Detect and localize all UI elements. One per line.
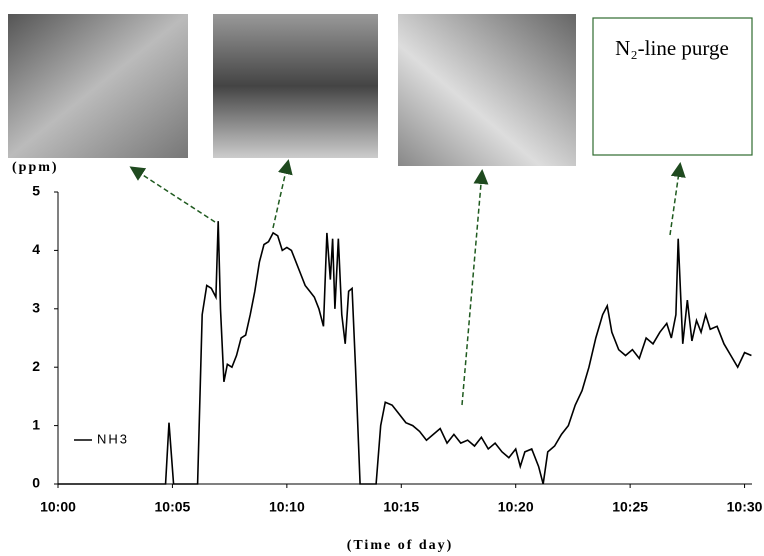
y-tick-label: 0	[32, 475, 40, 491]
line	[58, 221, 751, 484]
y-tick-label: 2	[32, 358, 40, 374]
photo	[8, 14, 188, 158]
annotation: N₂-line purge	[615, 36, 729, 60]
arrow	[462, 172, 482, 405]
x-tick-label: 10:30	[727, 499, 763, 515]
y-tick-label: 4	[32, 241, 40, 257]
y-tick-label: 5	[32, 183, 40, 199]
y-axis-label: (ppm)	[12, 160, 59, 175]
y-tick-label: 3	[32, 300, 40, 316]
x-tick-label: 10:10	[269, 499, 305, 515]
x-tick-label: 10:15	[383, 499, 419, 515]
legend-label: NH3	[97, 431, 129, 446]
arrow	[273, 162, 288, 228]
x-tick-label: 10:05	[155, 499, 191, 515]
x-tick-label: 10:25	[612, 499, 648, 515]
photo	[398, 14, 576, 166]
photo	[213, 14, 378, 158]
x-tick-label: 10:00	[40, 499, 76, 515]
x-axis-label: (Time of day)	[347, 538, 454, 553]
chart: N₂-line purge (ppm) (Time of day) 0 1 2 3 4 5…	[0, 0, 764, 556]
y-tick-label: 1	[32, 416, 40, 432]
arrow	[132, 168, 215, 222]
arrow	[670, 165, 680, 235]
x-tick-label: 10:20	[498, 499, 534, 515]
